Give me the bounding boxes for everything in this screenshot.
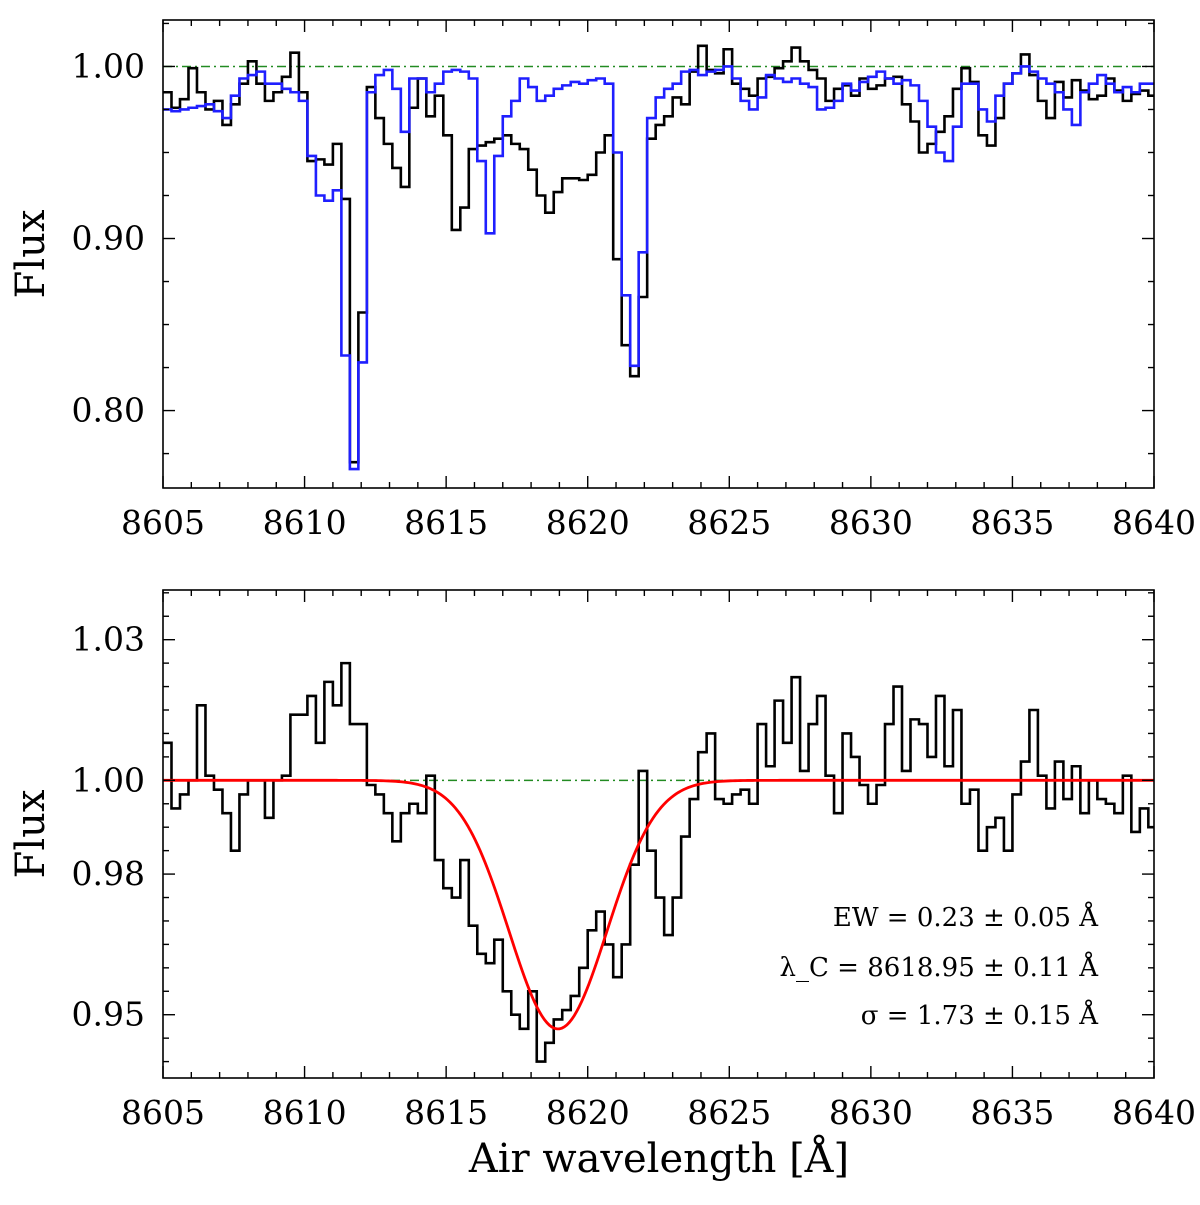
x-tick-label: 8610 [263, 503, 347, 542]
x-tick-label: 8635 [970, 503, 1054, 542]
x-tick-label: 8605 [121, 503, 205, 542]
x-tick-label: 8640 [1112, 1093, 1196, 1132]
y-tick-label: 1.03 [72, 620, 145, 659]
y-tick-label: 0.95 [72, 995, 145, 1034]
y-tick-label: 0.80 [72, 391, 145, 430]
x-tick-label: 8630 [829, 503, 913, 542]
annotation-lambda-c: λ_C = 8618.95 ± 0.11 Å [780, 951, 1100, 983]
x-tick-label: 8615 [404, 503, 488, 542]
panel-1-series-group [163, 661, 1154, 1063]
x-tick-label: 8605 [121, 1093, 205, 1132]
x-tick-label: 8620 [546, 1093, 630, 1132]
bottom-panel-frame [162, 589, 1155, 1079]
x-axis-label: Air wavelength [Å] [468, 1135, 849, 1182]
y-tick-label: 0.90 [72, 219, 145, 258]
x-tick-label: 8630 [829, 1093, 913, 1132]
bottom-y-axis-label: Flux [8, 789, 54, 878]
x-tick-label: 8615 [404, 1093, 488, 1132]
annotation-sigma: σ = 1.73 ± 0.15 Å [861, 999, 1099, 1031]
y-tick-label: 1.00 [72, 760, 145, 799]
top-panel: 8605 8610 8615 8620 8625 8630 8635 8640 0.80 0.90… [8, 19, 1196, 542]
bottom-ticks: 8605 8610 8615 8620 8625 8630 8635 8640 0.95 0.98… [72, 590, 1196, 1132]
x-tick-label: 8635 [970, 1093, 1054, 1132]
y-tick-label: 1.00 [72, 46, 145, 85]
bottom-panel: 8605 8610 8615 8620 8625 8630 8635 8640 0.95 0.98… [8, 589, 1196, 1182]
panel-0-series-group [163, 44, 1154, 471]
top-plot-area [163, 44, 1154, 471]
x-tick-label: 8640 [1112, 503, 1196, 542]
y-tick-label: 0.98 [72, 854, 145, 893]
x-tick-label: 8610 [263, 1093, 347, 1132]
series-residual-spectrum-line [163, 661, 1154, 1063]
x-tick-label: 8625 [687, 503, 771, 542]
x-tick-label: 8620 [546, 503, 630, 542]
series-gaussian-fit-line [163, 778, 1154, 1031]
top-ticks: 8605 8610 8615 8620 8625 8630 8635 8640 0.80 0.90… [72, 20, 1196, 542]
x-tick-label: 8625 [687, 1093, 771, 1132]
series-observed-line [163, 44, 1154, 464]
series-model-line [163, 65, 1154, 471]
top-panel-frame [162, 19, 1155, 489]
bottom-plot-area [163, 661, 1154, 1063]
annotation-ew: EW = 0.23 ± 0.05 Å [833, 901, 1099, 933]
top-y-axis-label: Flux [8, 209, 54, 298]
